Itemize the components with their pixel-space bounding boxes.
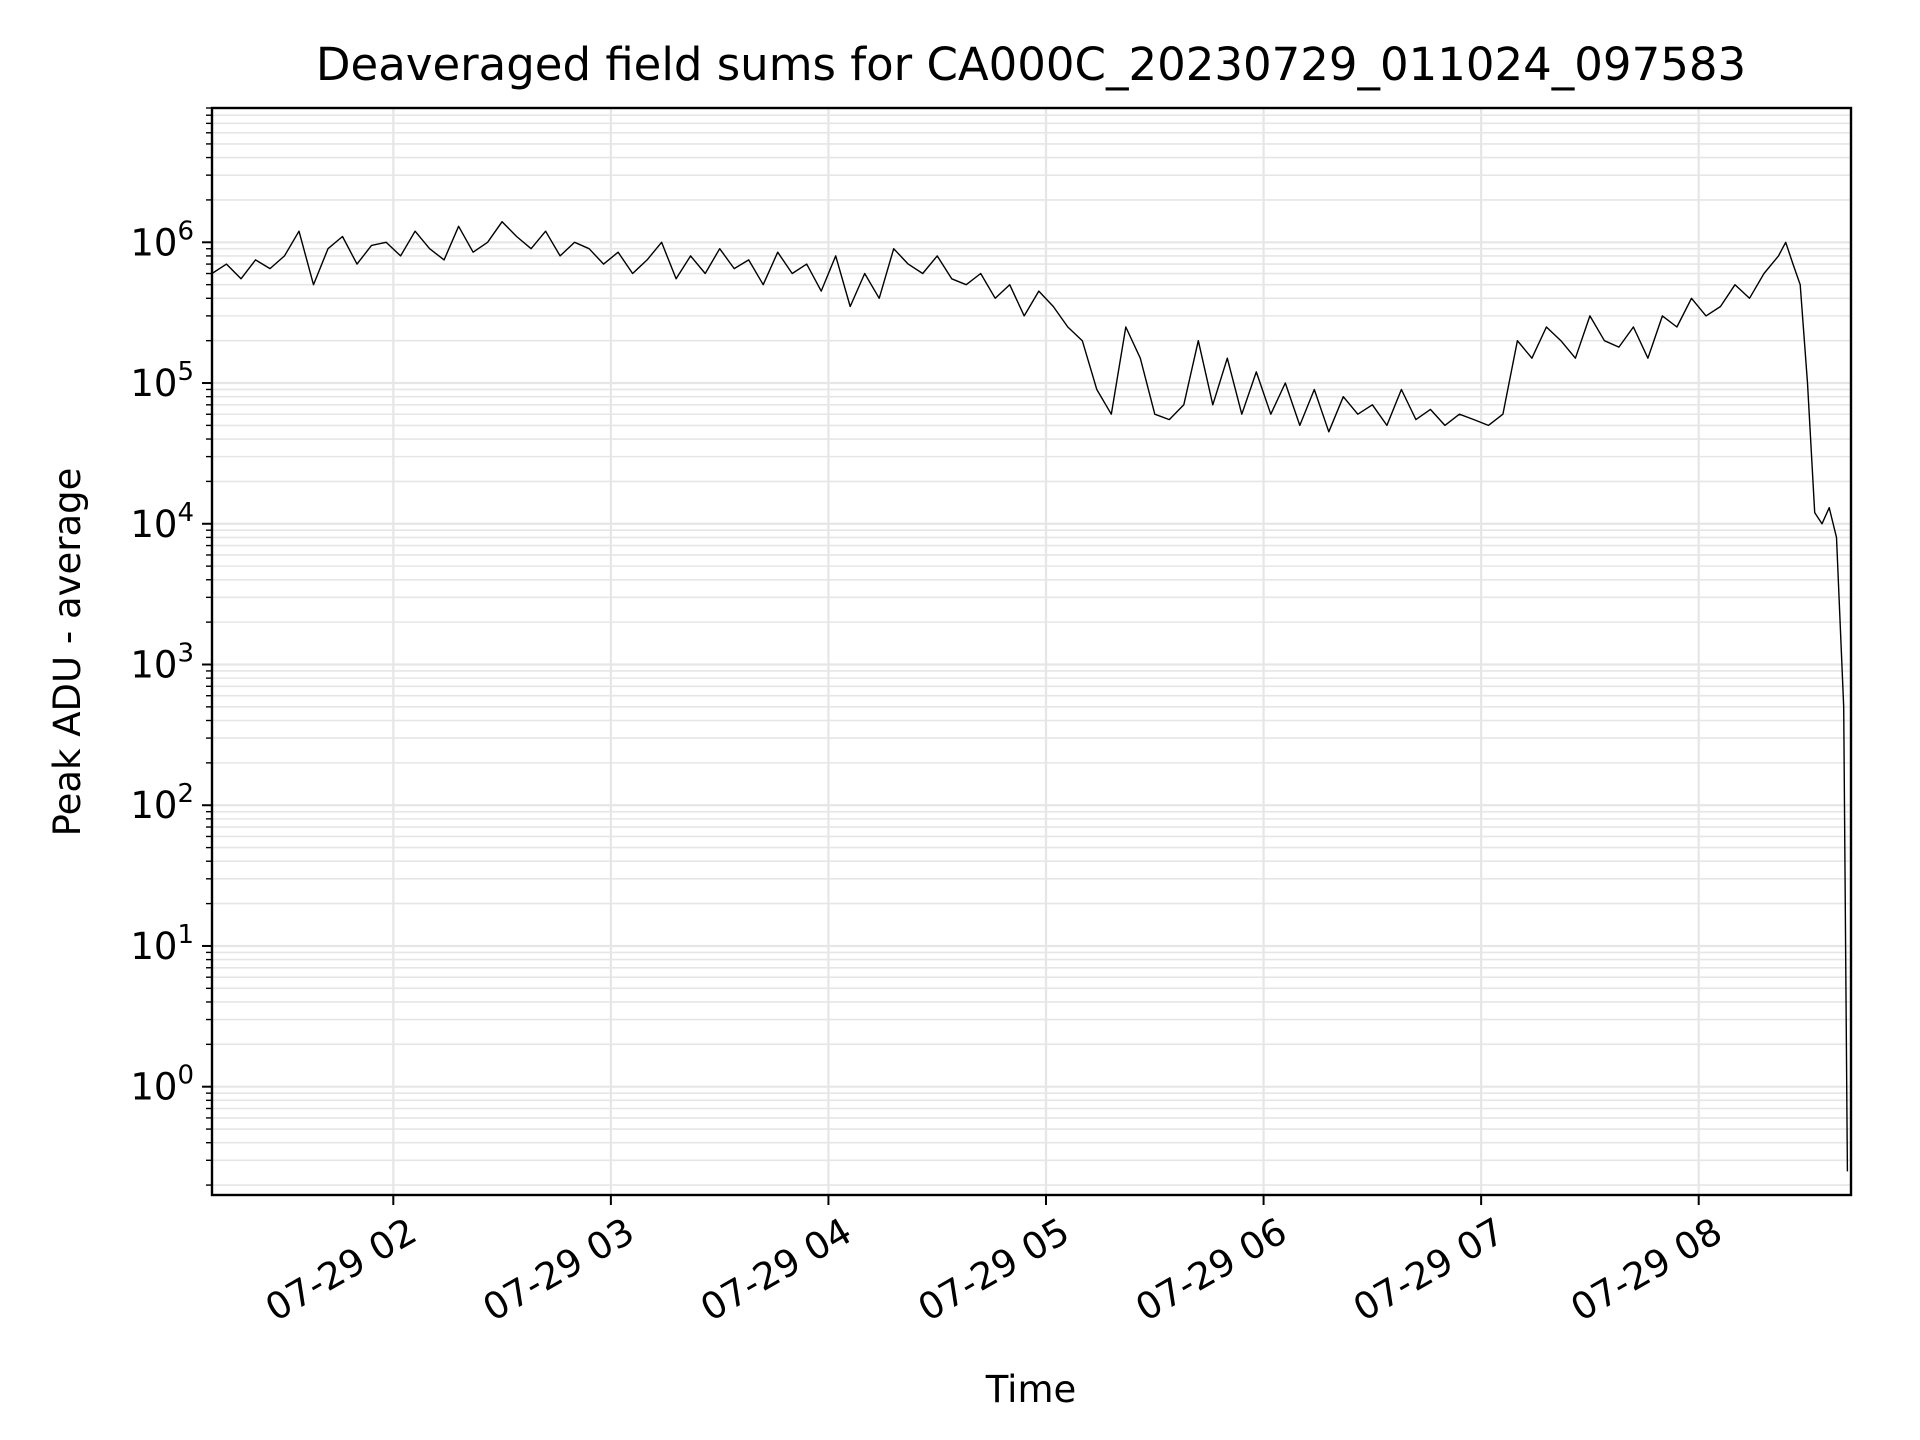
y-axis-label: Peak ADU - average <box>46 468 89 837</box>
grid <box>212 107 1851 1195</box>
y-tick-label: 105 <box>130 357 194 405</box>
y-tick-label: 103 <box>130 638 194 686</box>
y-tick-label: 106 <box>130 216 194 264</box>
y-tick-labels: 100 101 102 103 104 105 106 <box>130 216 194 1108</box>
x-axis-label: Time <box>985 1368 1077 1411</box>
y-tick-label: 102 <box>130 779 194 827</box>
plot-frame <box>210 106 1853 1197</box>
series-line <box>211 221 1849 1172</box>
y-tick-label: 104 <box>130 498 194 546</box>
y-tick-label: 100 <box>130 1061 194 1109</box>
y-tick-label: 101 <box>130 920 194 968</box>
chart-title: Deaveraged field sums for CA000C_2023072… <box>316 38 1746 91</box>
